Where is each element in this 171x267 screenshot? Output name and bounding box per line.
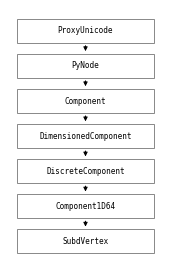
Text: Component: Component: [65, 97, 106, 105]
Text: DiscreteComponent: DiscreteComponent: [46, 167, 125, 176]
FancyBboxPatch shape: [17, 19, 154, 43]
FancyBboxPatch shape: [17, 54, 154, 78]
Text: PyNode: PyNode: [72, 61, 99, 70]
FancyBboxPatch shape: [17, 159, 154, 183]
Text: SubdVertex: SubdVertex: [62, 237, 109, 246]
Text: ProxyUnicode: ProxyUnicode: [58, 26, 113, 36]
FancyBboxPatch shape: [17, 229, 154, 253]
Text: Component1D64: Component1D64: [55, 202, 116, 211]
FancyBboxPatch shape: [17, 89, 154, 113]
Text: DimensionedComponent: DimensionedComponent: [39, 132, 132, 141]
FancyBboxPatch shape: [17, 124, 154, 148]
FancyBboxPatch shape: [17, 194, 154, 218]
